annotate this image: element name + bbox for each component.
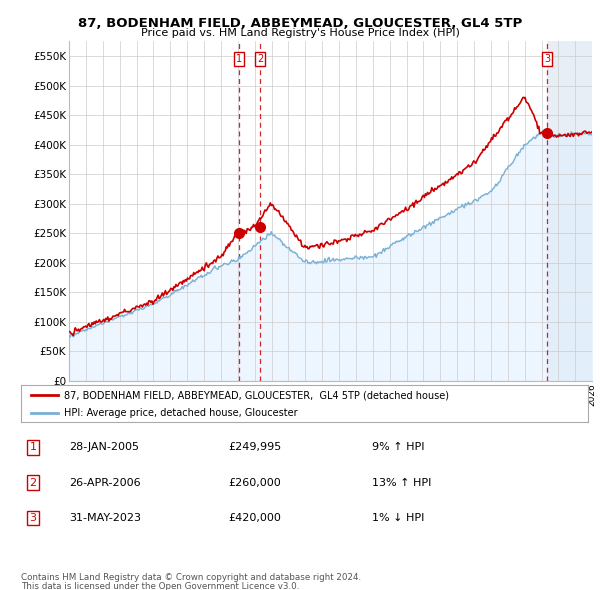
Text: 87, BODENHAM FIELD, ABBEYMEAD, GLOUCESTER, GL4 5TP: 87, BODENHAM FIELD, ABBEYMEAD, GLOUCESTE… xyxy=(78,17,522,30)
Text: £260,000: £260,000 xyxy=(228,478,281,487)
Text: 9% ↑ HPI: 9% ↑ HPI xyxy=(372,442,425,452)
Text: 87, BODENHAM FIELD, ABBEYMEAD, GLOUCESTER,  GL4 5TP (detached house): 87, BODENHAM FIELD, ABBEYMEAD, GLOUCESTE… xyxy=(64,390,449,400)
Text: This data is licensed under the Open Government Licence v3.0.: This data is licensed under the Open Gov… xyxy=(21,582,299,590)
Bar xyxy=(547,41,592,381)
Text: 2: 2 xyxy=(29,478,37,487)
Text: Contains HM Land Registry data © Crown copyright and database right 2024.: Contains HM Land Registry data © Crown c… xyxy=(21,573,361,582)
Text: 13% ↑ HPI: 13% ↑ HPI xyxy=(372,478,431,487)
Text: 3: 3 xyxy=(544,54,550,64)
Text: £249,995: £249,995 xyxy=(228,442,281,452)
Text: 31-MAY-2023: 31-MAY-2023 xyxy=(69,513,141,523)
Text: 1: 1 xyxy=(29,442,37,452)
Text: 28-JAN-2005: 28-JAN-2005 xyxy=(69,442,139,452)
Text: £420,000: £420,000 xyxy=(228,513,281,523)
Text: 26-APR-2006: 26-APR-2006 xyxy=(69,478,140,487)
Text: 2: 2 xyxy=(257,54,263,64)
Text: Price paid vs. HM Land Registry's House Price Index (HPI): Price paid vs. HM Land Registry's House … xyxy=(140,28,460,38)
Text: 3: 3 xyxy=(29,513,37,523)
Text: 1% ↓ HPI: 1% ↓ HPI xyxy=(372,513,424,523)
Text: 1: 1 xyxy=(236,54,242,64)
Text: HPI: Average price, detached house, Gloucester: HPI: Average price, detached house, Glou… xyxy=(64,408,297,418)
